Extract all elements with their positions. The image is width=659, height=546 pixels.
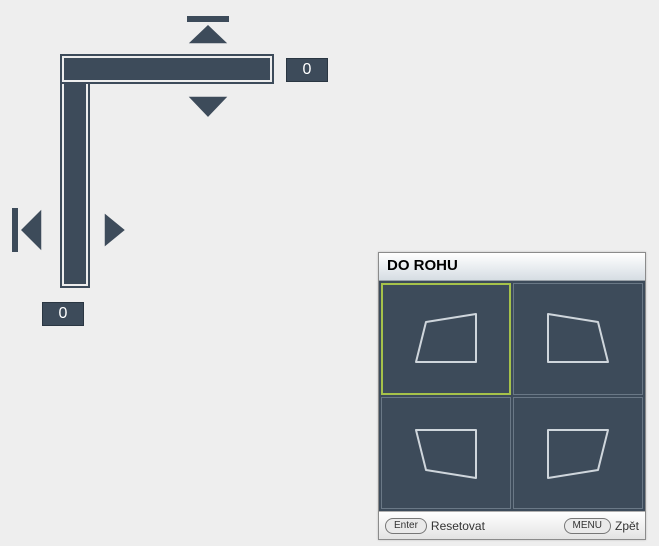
arrow-down-icon[interactable]: [183, 92, 233, 122]
keystone-stage: 0 0 DO ROHU: [0, 0, 659, 546]
corner-option-top-left[interactable]: [381, 283, 511, 395]
popup-footer: Enter Resetovat MENU Zpět: [379, 511, 645, 539]
corner-option-bottom-left[interactable]: [381, 397, 511, 509]
corner-options-grid: [379, 281, 645, 511]
menu-pill[interactable]: MENU: [564, 518, 611, 534]
corner-shape-horizontal: [62, 56, 272, 82]
arrow-right-icon[interactable]: [100, 208, 130, 252]
back-label[interactable]: Zpět: [615, 519, 639, 533]
corner-option-top-right[interactable]: [513, 283, 643, 395]
reset-label[interactable]: Resetovat: [431, 519, 485, 533]
arrow-left-limit-icon[interactable]: [10, 204, 46, 256]
vertical-value: 0: [42, 302, 84, 326]
arrow-up-limit-icon[interactable]: [183, 14, 233, 48]
corner-shape: [62, 56, 272, 286]
enter-pill[interactable]: Enter: [385, 518, 427, 534]
horizontal-value: 0: [286, 58, 328, 82]
corner-shape-vertical: [62, 56, 88, 286]
corner-popup: DO ROHU Enter Resetovat MENU Zpět: [378, 252, 646, 540]
popup-title: DO ROHU: [379, 253, 645, 281]
corner-option-bottom-right[interactable]: [513, 397, 643, 509]
